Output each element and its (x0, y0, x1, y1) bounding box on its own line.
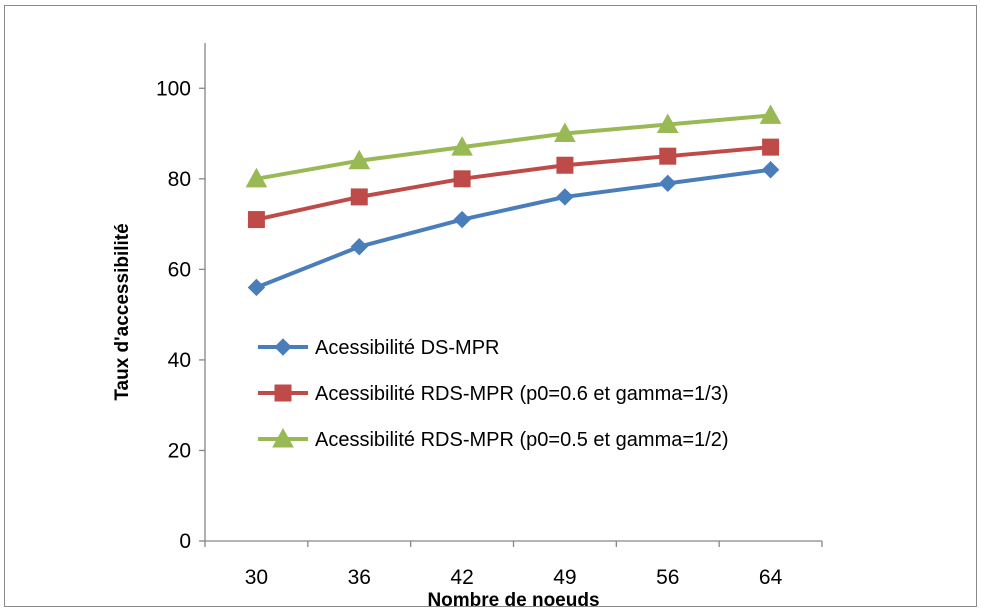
y-tick-label: 80 (168, 168, 191, 191)
y-tick-label: 0 (179, 530, 191, 553)
legend-item: Acessibilité DS-MPR (258, 337, 499, 359)
y-tick-label: 20 (168, 439, 191, 462)
y-axis-title: Taux d'accessibilité (112, 223, 133, 400)
data-point (556, 156, 574, 174)
x-tick-label: 64 (759, 566, 783, 589)
data-point (656, 113, 679, 133)
legend-item: Acessibilité RDS-MPR (p0=0.5 et gamma=1/… (258, 427, 729, 451)
series-line (255, 145, 771, 222)
series-line (255, 167, 771, 290)
x-tick-label: 42 (450, 566, 473, 589)
data-point (350, 238, 368, 256)
series-layer (245, 104, 782, 297)
data-point (247, 211, 265, 229)
data-point (451, 136, 473, 156)
data-point (659, 174, 677, 193)
data-point (556, 188, 574, 206)
legend-label: Acessibilité RDS-MPR (p0=0.5 et gamma=1/… (315, 429, 729, 451)
x-tick-label: 49 (553, 566, 576, 589)
legend-label: Acessibilité DS-MPR (315, 337, 499, 359)
legend-marker (274, 384, 292, 402)
y-tick-label: 60 (168, 258, 191, 281)
data-point (759, 104, 782, 124)
data-point (245, 167, 268, 188)
chart-frame (4, 5, 977, 607)
data-point (554, 122, 576, 143)
legend-marker (274, 338, 292, 356)
x-axis: 30 36 42 49 56 64 (204, 540, 823, 589)
legend-label: Acessibilité RDS-MPR (p0=0.6 et gamma=1/… (315, 383, 729, 405)
data-point (350, 188, 368, 206)
x-tick-label: 56 (656, 566, 679, 589)
data-point (761, 161, 780, 179)
y-axis: 0 20 40 60 80 100 (156, 43, 206, 553)
data-point (762, 138, 780, 156)
series-1 (247, 161, 780, 297)
x-tick-label: 36 (348, 566, 371, 589)
legend-marker (272, 427, 294, 448)
x-tick-label: 30 (245, 566, 268, 589)
x-axis-title: Nombre de noeuds (427, 590, 599, 611)
y-tick-label: 100 (156, 77, 191, 100)
legend: Acessibilité DS-MPR Acessibilité RDS-MPR … (258, 337, 729, 451)
data-point (453, 170, 471, 188)
data-point (247, 278, 266, 297)
data-point (348, 149, 371, 170)
legend-item: Acessibilité RDS-MPR (p0=0.6 et gamma=1/… (258, 383, 729, 405)
y-tick-label: 40 (168, 349, 191, 372)
series-2 (247, 138, 780, 229)
data-point (453, 210, 471, 229)
series-3 (245, 104, 782, 188)
data-point (659, 147, 677, 165)
series-line (256, 113, 771, 181)
